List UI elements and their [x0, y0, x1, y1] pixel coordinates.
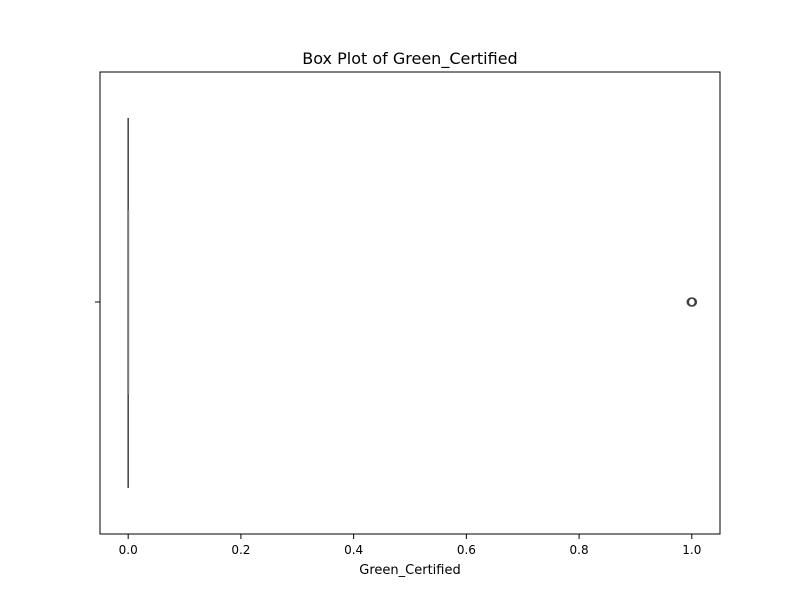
chart-title: Box Plot of Green_Certified — [302, 49, 517, 69]
plot-area — [127, 118, 698, 488]
x-tick-label: 0.6 — [457, 543, 476, 557]
x-tick-label: 1.0 — [682, 543, 701, 557]
x-axis-label: Green_Certified — [359, 563, 460, 578]
x-tick-label: 0.4 — [344, 543, 363, 557]
x-axis-ticks: 0.0 0.2 0.4 0.6 0.8 1.0 — [119, 534, 701, 557]
x-tick-label: 0.2 — [231, 543, 250, 557]
outlier-point — [687, 297, 698, 307]
x-tick-label: 0.8 — [570, 543, 589, 557]
x-tick-label: 0.0 — [119, 543, 138, 557]
plot-frame — [99, 71, 721, 535]
